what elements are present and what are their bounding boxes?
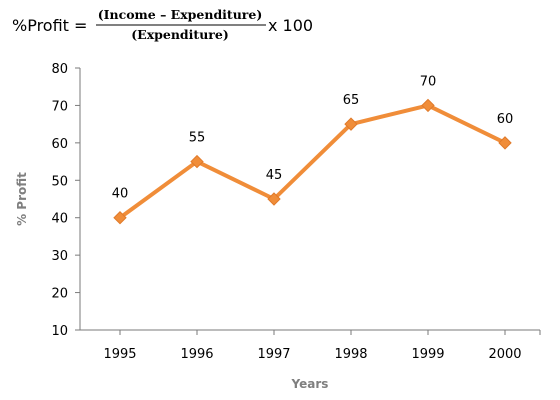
y-tick-label: 50 <box>51 174 68 189</box>
formula-denominator: (Expenditure) <box>131 27 228 42</box>
x-axis-ticks: 1995 1996 1997 1998 1999 2000 <box>103 330 541 362</box>
y-tick-label: 70 <box>51 99 68 114</box>
profit-formula: %Profit = (Income – Expenditure) (Expend… <box>12 7 313 42</box>
data-label: 45 <box>266 168 283 183</box>
data-label: 55 <box>189 131 206 146</box>
x-tick-label: 1995 <box>103 347 136 362</box>
y-tick-label: 80 <box>51 62 68 77</box>
axes <box>79 68 540 331</box>
data-point-marker <box>421 98 435 113</box>
y-tick-label: 40 <box>51 212 68 227</box>
data-point-marker <box>190 154 204 169</box>
data-label: 60 <box>497 112 514 127</box>
formula-numerator: (Income – Expenditure) <box>98 7 263 22</box>
data-point-marker <box>267 192 281 206</box>
x-tick-label: 1998 <box>334 347 367 362</box>
x-tick-label: 1999 <box>411 347 444 362</box>
x-tick-label: 1997 <box>257 347 290 362</box>
y-tick-label: 60 <box>51 137 68 152</box>
y-tick-label: 30 <box>51 249 68 264</box>
data-point-marker <box>498 136 512 150</box>
y-tick-label: 10 <box>51 324 68 339</box>
x-tick-label: 1996 <box>180 347 213 362</box>
x-tick-label: 2000 <box>488 347 521 362</box>
data-label: 70 <box>420 74 437 89</box>
data-label: 65 <box>343 93 360 108</box>
plot-area: 40 55 45 65 70 60 <box>112 74 514 225</box>
series-line <box>118 103 507 220</box>
data-label: 40 <box>112 187 129 202</box>
formula-lhs: %Profit = <box>12 16 87 35</box>
y-axis-ticks: 10 20 30 40 50 60 70 80 <box>51 62 80 339</box>
formula-multiplier: x 100 <box>268 16 313 35</box>
data-point-marker <box>113 211 127 225</box>
y-axis-title: % Profit <box>15 172 29 226</box>
x-axis-title: Years <box>291 377 329 391</box>
data-point-marker <box>344 117 358 131</box>
y-tick-label: 20 <box>51 287 68 302</box>
